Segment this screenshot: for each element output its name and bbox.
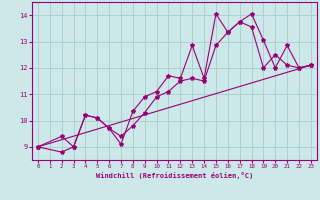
X-axis label: Windchill (Refroidissement éolien,°C): Windchill (Refroidissement éolien,°C) <box>96 172 253 179</box>
